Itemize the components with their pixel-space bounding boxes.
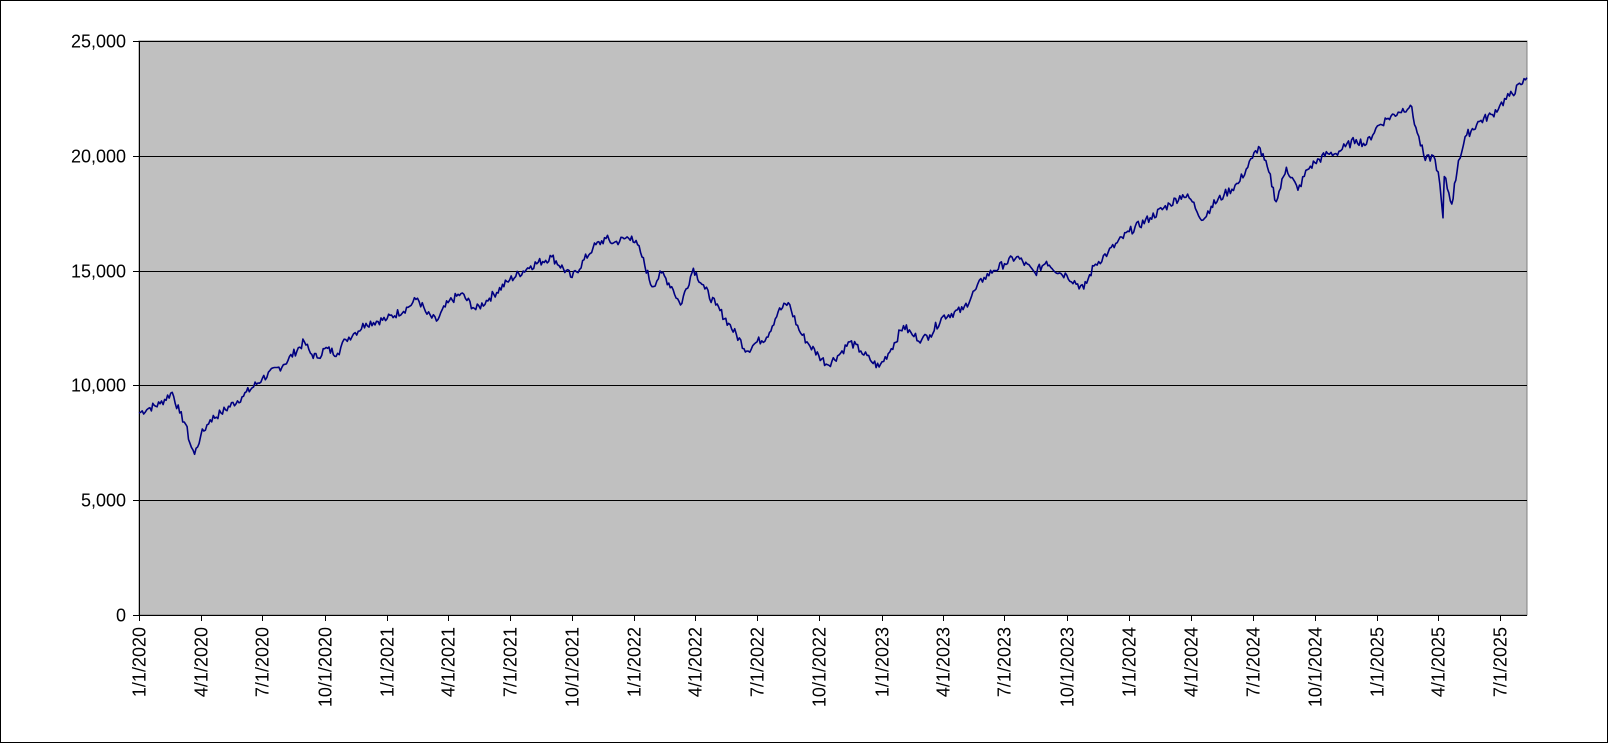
- x-tick-label: 4/1/2020: [192, 627, 212, 697]
- x-tick-label: 10/1/2021: [563, 627, 583, 707]
- x-tick-label: 7/1/2023: [995, 627, 1015, 697]
- x-tick-label: 7/1/2025: [1491, 627, 1511, 697]
- y-tick-label: 5,000: [81, 491, 126, 511]
- x-tick-label: 1/1/2022: [625, 627, 645, 697]
- y-tick-label: 25,000: [71, 32, 126, 52]
- x-tick-label: 4/1/2021: [439, 627, 459, 697]
- axes: [133, 41, 1527, 621]
- y-tick-label: 20,000: [71, 147, 126, 167]
- x-axis-labels: 1/1/2020 4/1/2020 7/1/2020 10/1/2020 1/1/202…: [130, 627, 1511, 707]
- series-group: [138, 77, 1528, 456]
- x-tick-label: 7/1/2024: [1244, 627, 1264, 697]
- x-tick-label: 4/1/2022: [686, 627, 706, 697]
- x-tick-label: 10/1/2024: [1306, 627, 1326, 707]
- x-tick-label: 4/1/2023: [934, 627, 954, 697]
- y-tick-label: 0: [116, 606, 126, 626]
- x-tick-label: 1/1/2020: [130, 627, 150, 697]
- x-tick-label: 1/1/2025: [1368, 627, 1388, 697]
- plot-area: [138, 40, 1528, 616]
- y-tick-label: 15,000: [71, 262, 126, 282]
- x-tick-label: 10/1/2022: [810, 627, 830, 707]
- x-tick-label: 7/1/2020: [253, 627, 273, 697]
- gridlines: [139, 41, 1527, 501]
- x-tick-label: 4/1/2024: [1182, 627, 1202, 697]
- x-tick-label: 10/1/2020: [316, 627, 336, 707]
- x-tick-label: 7/1/2021: [501, 627, 521, 697]
- x-tick-label: 10/1/2023: [1058, 627, 1078, 707]
- y-tick-label: 10,000: [71, 376, 126, 396]
- y-axis-labels: 0 5,000 10,000 15,000 20,000 25,000: [71, 32, 126, 626]
- x-tick-label: 1/1/2021: [378, 627, 398, 697]
- x-tick-label: 1/1/2024: [1120, 627, 1140, 697]
- x-tick-label: 1/1/2023: [873, 627, 893, 697]
- x-tick-label: 4/1/2025: [1429, 627, 1449, 697]
- series-line: [138, 77, 1528, 456]
- x-tick-label: 7/1/2022: [748, 627, 768, 697]
